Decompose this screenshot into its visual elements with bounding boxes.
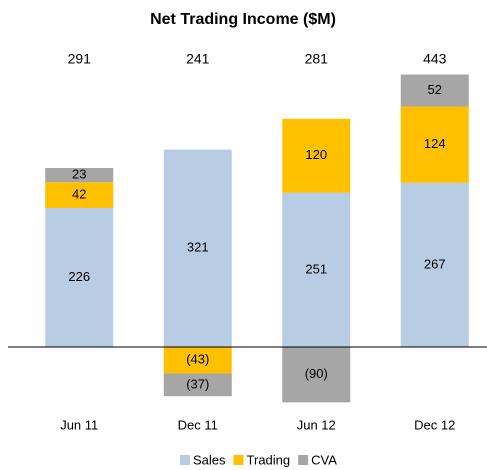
- chart-title: Net Trading Income ($M): [150, 11, 336, 28]
- legend-label: Sales: [193, 452, 226, 467]
- total-label: 241: [186, 51, 210, 67]
- bar-segment: [282, 192, 351, 347]
- total-label: 443: [423, 51, 447, 67]
- data-label: 226: [68, 269, 90, 284]
- bar-segment: [163, 149, 232, 347]
- legend-label: CVA: [311, 452, 337, 467]
- bar-segment: [400, 182, 469, 347]
- data-label: 42: [72, 187, 86, 202]
- data-label: 321: [187, 240, 209, 255]
- legend-label: Trading: [247, 452, 291, 467]
- legend-swatch: [298, 455, 309, 465]
- x-tick-label: Jun 11: [60, 417, 98, 432]
- data-label: (37): [186, 376, 209, 391]
- total-label: 291: [68, 51, 92, 67]
- x-tick-label: Dec 12: [414, 417, 455, 432]
- data-label: 251: [305, 261, 327, 276]
- data-label: 52: [428, 82, 442, 97]
- bar-segment: [400, 74, 469, 107]
- data-label: 124: [424, 136, 446, 151]
- legend-swatch: [180, 455, 190, 465]
- bar-segment: [45, 208, 114, 347]
- x-tick-label: Jun 12: [297, 417, 336, 432]
- data-label: (90): [305, 366, 328, 381]
- bar-segment: [282, 118, 351, 193]
- data-label: (43): [186, 352, 209, 367]
- total-label: 281: [305, 51, 329, 67]
- legend-swatch: [233, 455, 244, 465]
- data-label: 267: [424, 256, 446, 271]
- bar-segment: [163, 373, 232, 397]
- bar-segment: [45, 168, 114, 183]
- data-label: 120: [305, 147, 327, 162]
- bar-segment: [282, 347, 351, 403]
- data-label: 23: [72, 167, 86, 182]
- bar-segment: [400, 106, 469, 183]
- bar-segment: [45, 182, 114, 209]
- x-tick-label: Dec 11: [178, 417, 218, 432]
- bar-segment: [163, 347, 232, 374]
